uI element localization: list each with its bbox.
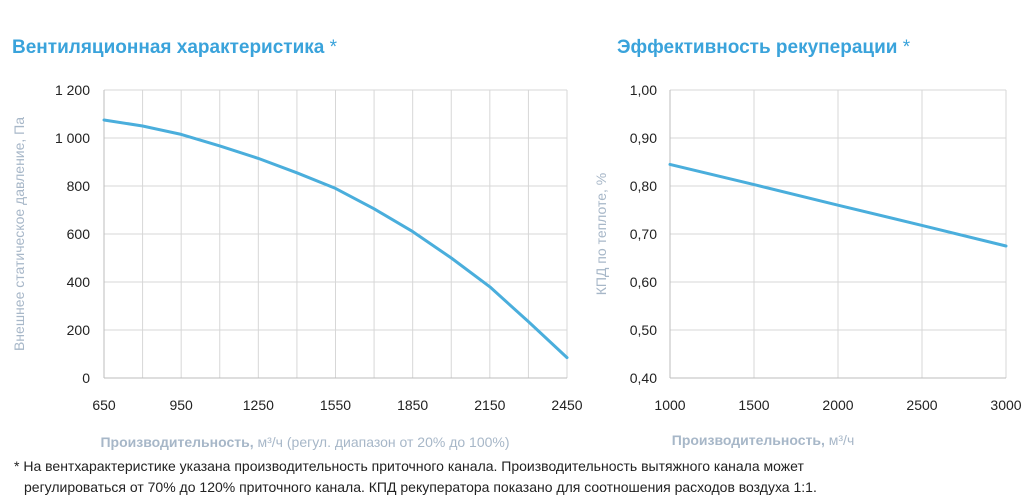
y-tick-label: 200 [67,322,91,338]
x-axis-title: Производительность, м³/ч [672,432,855,448]
x-axis-title: Производительность, м³/ч (регул. диапазо… [100,434,509,450]
y-tick-label: 1,00 [630,82,657,98]
x-tick-label: 1550 [320,397,351,413]
right-chart-title: Эффективность рекуперации * [617,37,911,58]
y-tick-label: 800 [67,178,91,194]
x-tick-label: 1500 [738,397,769,413]
x-tick-label: 650 [92,397,116,413]
series-line [668,162,1008,248]
x-tick-label: 1000 [654,397,685,413]
y-tick-label: 1 000 [55,130,90,146]
left-chart-title: Вентиляционная характеристика * [12,37,338,58]
y-tick-label: 0,40 [630,370,657,386]
recuperation-chart: 0,40 0,50 0,60 0,70 0,80 0,90 1,00 1000 1500 2000… [593,82,1022,448]
footnote-line-1: * На вентхарактеристике указана производ… [14,458,804,474]
x-tick-label: 2000 [822,397,853,413]
x-tick-label: 2500 [906,397,937,413]
x-tick-label: 2150 [474,397,505,413]
y-tick-label: 0,90 [630,130,657,146]
y-tick-label: 600 [67,226,91,242]
ventilation-chart: 0 200 400 600 800 1 000 1 200 650 950 1250 1550 185… [11,82,583,450]
footnote-line-2: регулироваться от 70% до 120% приточного… [24,479,817,495]
x-tick-label: 3000 [990,397,1021,413]
y-tick-label: 0,80 [630,178,657,194]
series-line [102,118,569,360]
y-tick-label: 0,50 [630,322,657,338]
y-tick-label: 0 [82,370,90,386]
y-axis-title: КПД по теплоте, % [593,173,609,296]
x-tick-label: 1850 [397,397,428,413]
x-tick-label: 1250 [243,397,274,413]
x-tick-label: 2450 [551,397,582,413]
y-tick-label: 400 [67,274,91,290]
x-tick-label: 950 [169,397,193,413]
y-tick-label: 0,60 [630,274,657,290]
footnote: * На вентхарактеристике указана производ… [14,456,1014,498]
y-axis-title: Внешнее статическое давление, Па [11,117,27,351]
y-tick-label: 1 200 [55,82,90,98]
y-tick-label: 0,70 [630,226,657,242]
